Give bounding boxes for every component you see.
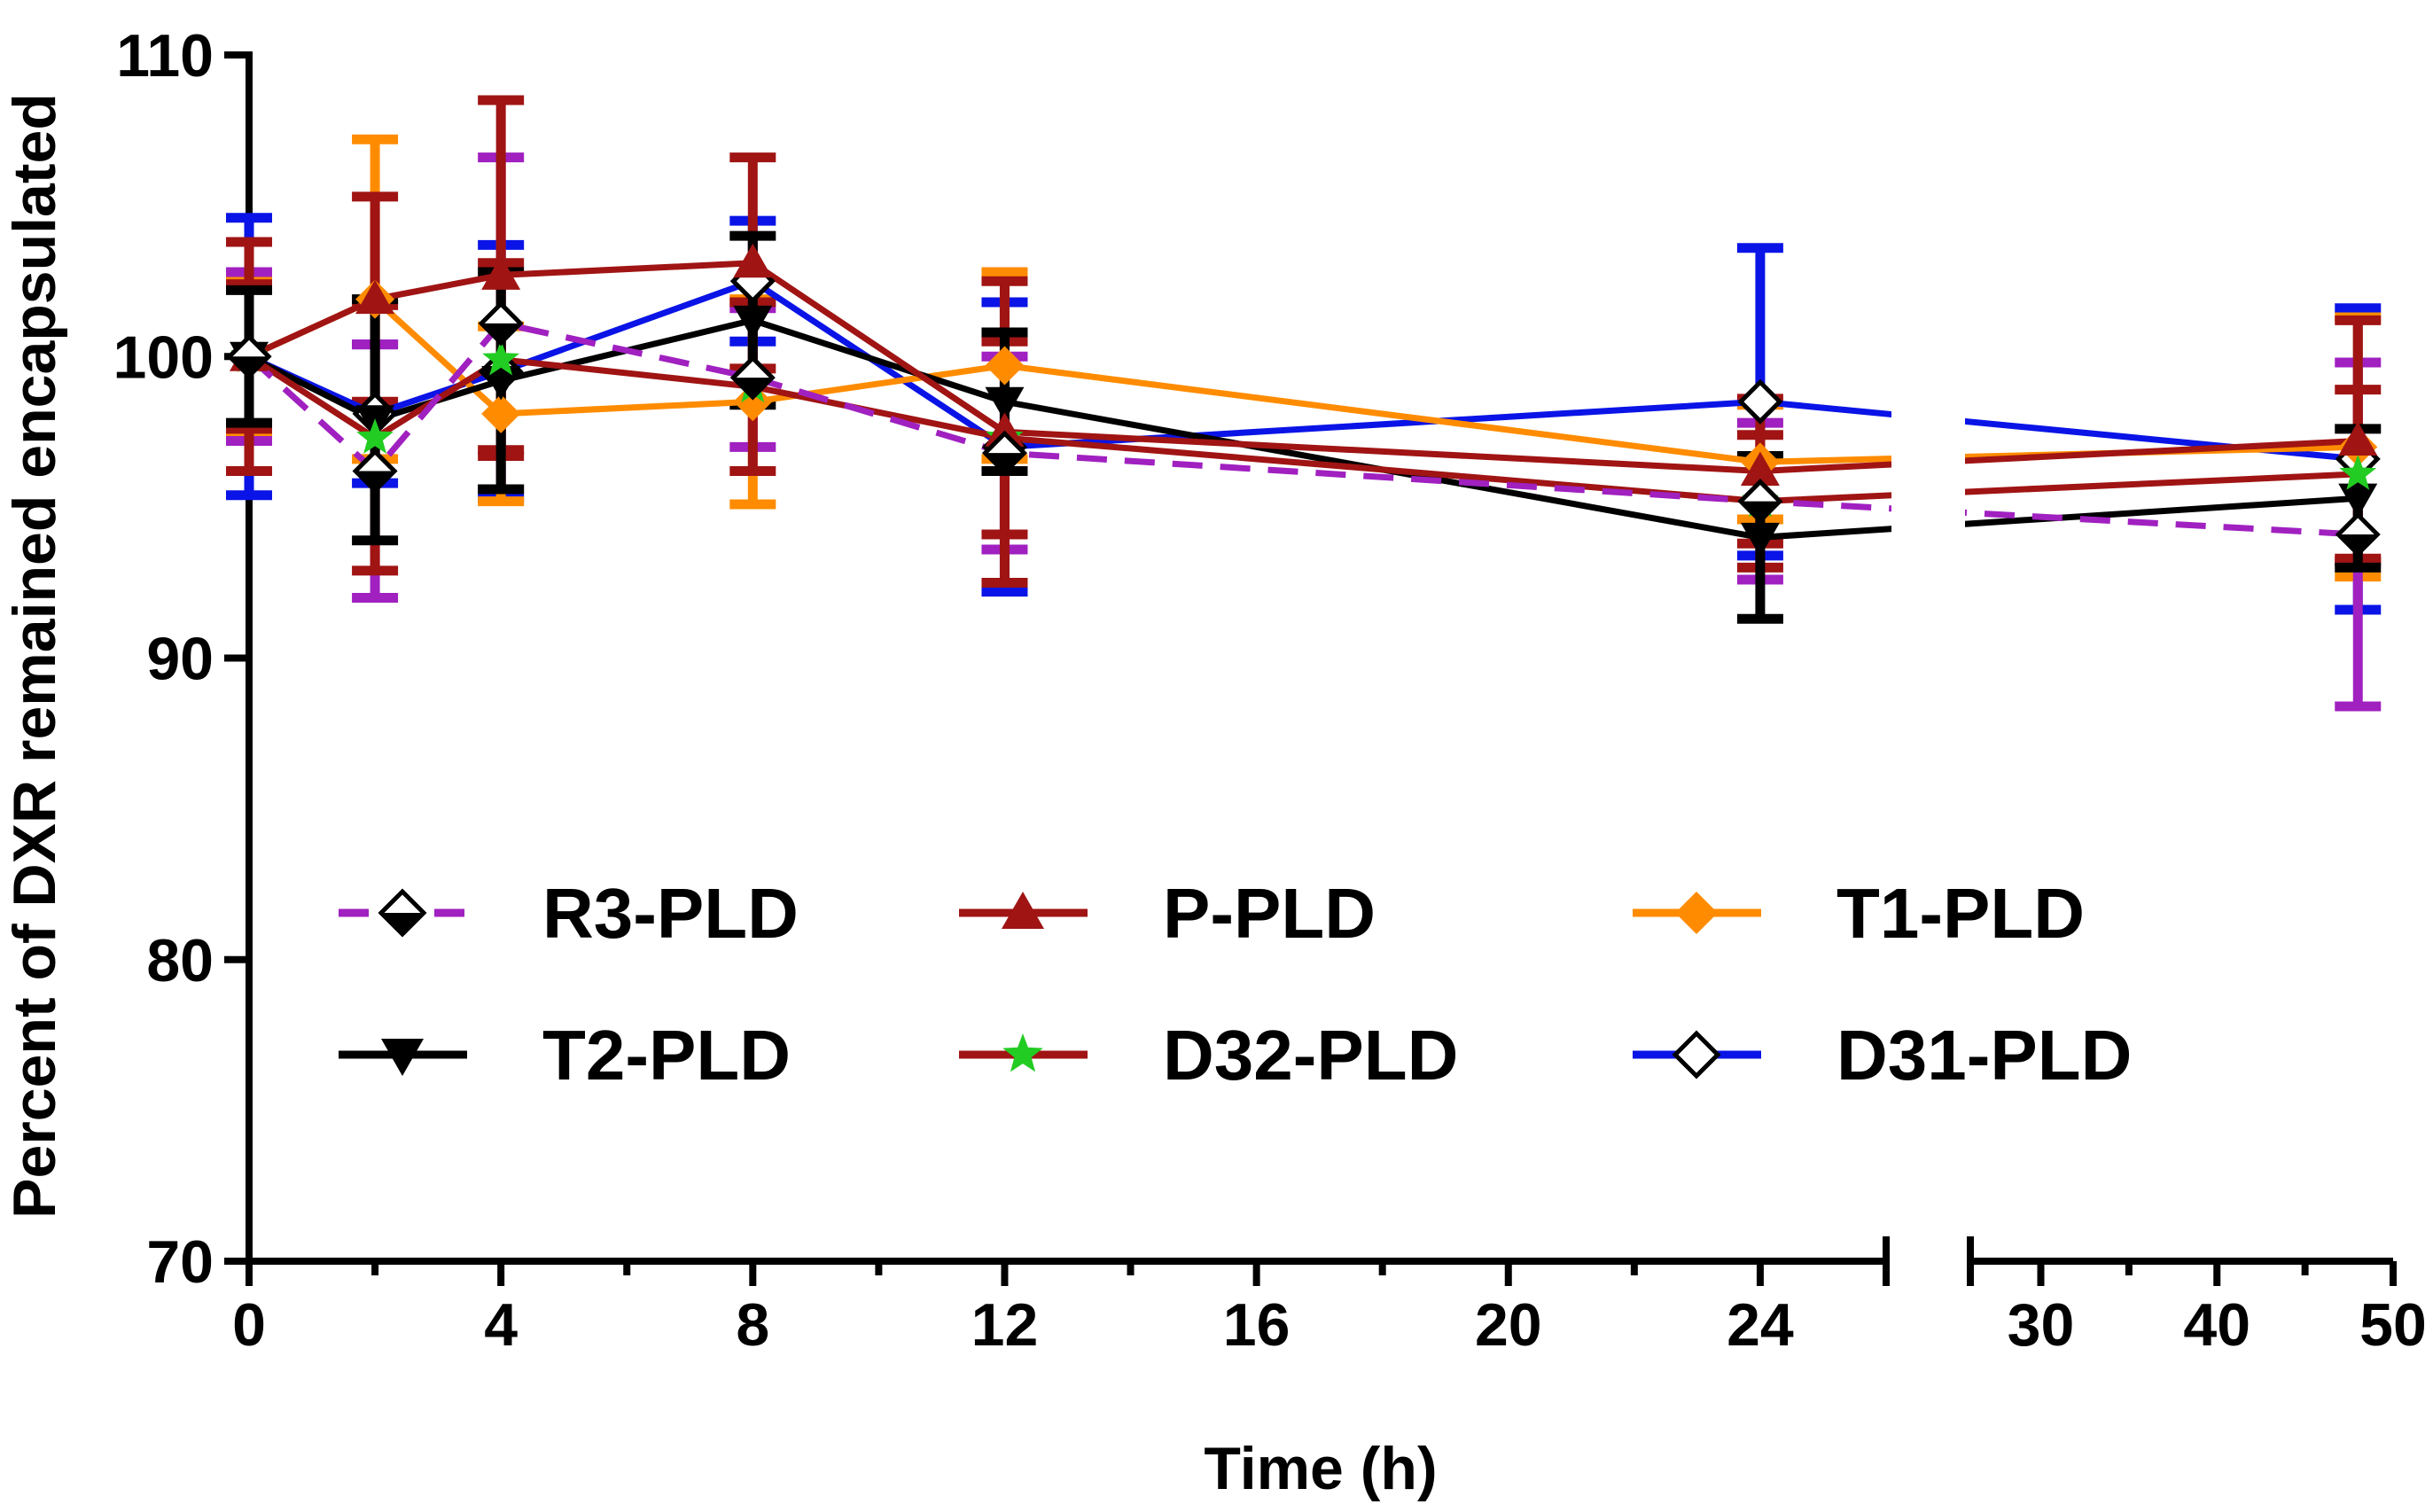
data-point [352,448,398,495]
legend-marker [378,888,427,938]
data-point [985,412,1025,447]
error-bars-t1-pld [226,134,2382,582]
legend-marker [1002,1033,1043,1072]
data-point [481,394,521,433]
x-tick-label: 0 [232,1291,266,1359]
x-tick-label: 16 [1223,1291,1291,1359]
y-tick-label: 100 [113,323,214,391]
x-tick-label: 30 [2008,1291,2075,1359]
data-point [985,386,1025,422]
data-point [1740,522,1780,557]
axis-break-gap [1891,46,1965,1247]
x-axis-title: Time (h) [1204,1435,1437,1502]
data-point [478,300,524,347]
legend-label: D32-PLD [1163,1016,1458,1095]
data-point [226,333,272,379]
legend-item-d31-pld: D31-PLD [1633,1016,2132,1095]
x-tick-label: 40 [2183,1291,2250,1359]
legend-item-r3-pld: R3-PLD [339,874,799,953]
y-axis-title: Percent of DXR remained encapsulated [1,93,68,1219]
data-point [1737,378,1783,425]
data-point [733,243,773,278]
y-tick-label: 110 [116,22,214,90]
data-point [729,355,776,401]
series-line-d31-pld [247,277,2359,463]
legend-item-t2-pld: T2-PLD [339,1016,791,1095]
data-point [356,418,394,454]
legend-label: P-PLD [1163,874,1376,953]
data-point [481,255,521,290]
legend-marker [1675,892,1718,934]
data-point [481,365,521,401]
legend-item-t1-pld: T1-PLD [1633,874,2085,953]
x-tick-label: 8 [736,1291,769,1359]
x-tick-label: 4 [484,1291,518,1359]
legend: R3-PLD P-PLD T1-PLD T2-PLD D32-PLD D31-PLD [339,874,2132,1095]
series-line-t1-pld [247,296,2359,465]
error-bars-p-pld [226,95,2382,588]
data-point [482,339,520,376]
legend-label: D31-PLD [1836,1016,2132,1095]
data-point [1737,479,1783,525]
legend-marker [381,1039,424,1076]
series-points-r3-pld [226,300,2381,557]
data-point [355,279,395,315]
data-point [733,382,773,422]
legend-item-p-pld: P-PLD [959,874,1376,953]
data-point [2338,483,2378,518]
data-point [733,305,773,340]
series-points-t1-pld [230,279,2378,482]
legend-item-d32-pld: D32-PLD [959,1016,1458,1095]
data-point [985,346,1025,386]
y-tick-label: 70 [146,1228,214,1296]
x-tick-label: 20 [1475,1291,1542,1359]
legend-marker [1672,1030,1721,1079]
data-point [2338,421,2378,456]
legend-marker [1002,892,1044,929]
x-tick-label: 12 [971,1291,1039,1359]
x-tick-label: 50 [2359,1291,2427,1359]
legend-label: T2-PLD [542,1016,791,1095]
y-tick-label: 80 [146,927,214,994]
y-tick-label: 90 [146,626,214,693]
data-point [981,430,1027,476]
series-layer [226,46,2382,1247]
legend-label: R3-PLD [542,874,799,953]
data-point [2339,454,2377,490]
axes: 70 80 90 100 110 0 4 8 12 16 20 24 30 40 50 [113,22,2427,1359]
legend-label: T1-PLD [1836,874,2085,953]
data-point [1740,451,1780,487]
data-point [2335,511,2381,557]
error-bars-d32-pld [226,258,2382,576]
x-tick-label: 24 [1727,1291,1794,1359]
